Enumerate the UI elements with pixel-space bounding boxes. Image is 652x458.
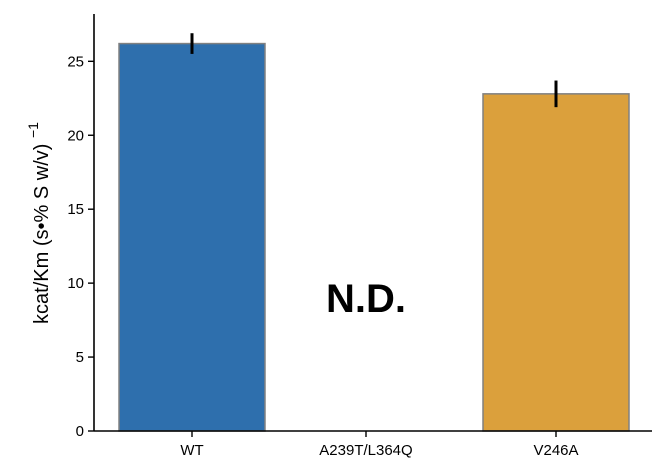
- bar-0: [118, 42, 266, 432]
- bar-2: [482, 93, 630, 432]
- x-tick-label-1: A239T/L364Q: [319, 442, 412, 458]
- bars-group: [118, 42, 630, 432]
- x-tick-label-2: V246A: [533, 442, 578, 458]
- y-tick-label-5: 25: [67, 53, 84, 70]
- y-tick-label-4: 20: [67, 127, 84, 144]
- y-axis-label-exponent: −1: [25, 122, 41, 138]
- y-axis-label-text: kcat/Km (s•% S w/v): [31, 144, 53, 324]
- y-tick-label-0: 0: [76, 423, 84, 440]
- y-axis-label: kcat/Km (s•% S w/v) −1: [25, 122, 53, 324]
- y-tick-label-3: 15: [67, 201, 84, 218]
- x-axis-ticks: WT A239T/L364Q V246A: [180, 431, 579, 458]
- y-tick-label-2: 10: [67, 275, 84, 292]
- y-tick-label-1: 5: [76, 349, 84, 366]
- x-tick-label-0: WT: [180, 442, 203, 458]
- y-axis-ticks: 0 5 10 15 20 25: [67, 53, 94, 440]
- nd-annotation: N.D.: [326, 277, 406, 321]
- error-bars-group: [190, 33, 558, 108]
